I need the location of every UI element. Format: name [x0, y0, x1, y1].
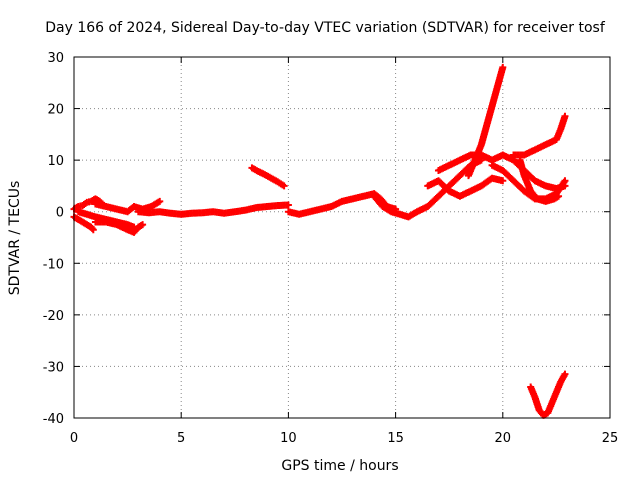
- y-tick-label: -30: [43, 360, 64, 375]
- y-tick-label: -20: [43, 309, 64, 324]
- x-axis-label: GPS time / hours: [281, 458, 398, 474]
- series-spike: [464, 63, 507, 180]
- x-tick-label: 5: [177, 431, 185, 446]
- y-tick-label: -10: [43, 257, 64, 272]
- data-point: [284, 201, 292, 209]
- series-band-a: [424, 174, 507, 200]
- y-tick-label: -40: [43, 412, 64, 427]
- grid: [74, 57, 610, 418]
- series-late-fall: [516, 156, 563, 205]
- x-tick-label: 15: [387, 431, 404, 446]
- series-early-dip-b: [91, 218, 147, 236]
- x-tick-label: 0: [70, 431, 78, 446]
- series-isolated-segment: [248, 164, 288, 190]
- y-tick-label: 10: [47, 154, 64, 169]
- data-point: [555, 192, 563, 200]
- y-tick-label: 20: [47, 103, 64, 118]
- data-point: [561, 112, 569, 120]
- series-flat-baseline: [134, 201, 292, 218]
- chart-title: Day 166 of 2024, Sidereal Day-to-day VTE…: [45, 20, 606, 36]
- series-band-c: [488, 161, 569, 203]
- series-early-hump: [91, 197, 164, 216]
- x-tick-label: 10: [280, 431, 297, 446]
- series-mid-loop: [370, 156, 485, 221]
- data-point: [89, 226, 97, 234]
- data-point: [561, 370, 569, 378]
- data-point: [561, 177, 569, 185]
- plot-frame: [73, 56, 611, 419]
- y-axis-label: SDTVAR / TECUs: [7, 181, 23, 296]
- series-low-outlier: [527, 370, 569, 419]
- data-point-fill: [88, 224, 96, 232]
- y-tick-label: 0: [56, 206, 64, 221]
- data-point: [156, 197, 164, 205]
- y-tick-label: 30: [47, 51, 64, 66]
- data-point: [499, 177, 507, 185]
- x-tick-label: 25: [602, 431, 619, 446]
- data-series: [70, 63, 569, 419]
- data-point: [139, 221, 147, 229]
- data-point: [499, 63, 507, 71]
- x-tick-label: 20: [495, 431, 512, 446]
- series-late-rise: [510, 112, 569, 159]
- data-point: [280, 182, 288, 190]
